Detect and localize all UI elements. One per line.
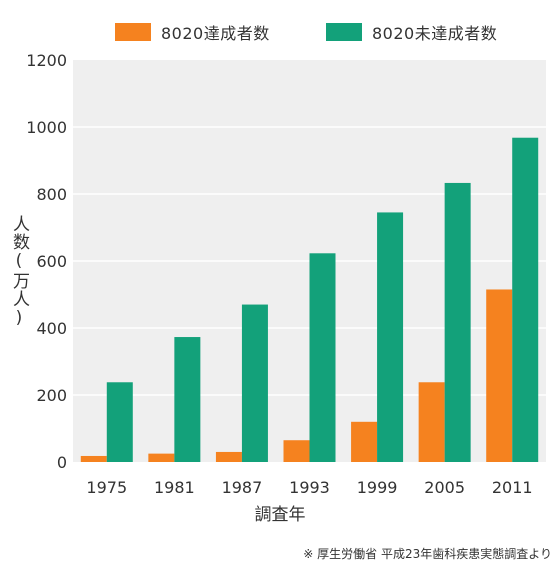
y-tick-label: 0	[57, 453, 67, 472]
x-tick-label: 1987	[222, 478, 263, 497]
x-axis-ticks: 1975 1981 1987 1993 1999 2005 2011	[86, 478, 532, 497]
y-axis-label: 人数(万人)	[9, 215, 29, 329]
legend-swatch-not-achieved	[326, 23, 362, 41]
y-tick-label: 1200	[26, 51, 67, 70]
bar-achieved	[351, 421, 378, 462]
bar-achieved	[215, 451, 242, 462]
y-axis-ticks: 0 200 400 600 800 1000 1200	[26, 51, 67, 472]
legend-label-not-achieved: 8020未達成者数	[372, 24, 498, 43]
y-tick-label: 200	[36, 386, 67, 405]
bar-achieved	[486, 289, 513, 462]
x-axis-label: 調査年	[254, 505, 306, 525]
x-tick-label: 1975	[86, 478, 127, 497]
y-tick-label: 1000	[26, 118, 67, 137]
bar-not-achieved	[106, 382, 133, 462]
legend-swatch-achieved	[115, 23, 151, 41]
bar-achieved	[418, 382, 445, 462]
x-tick-label: 2011	[492, 478, 533, 497]
bars	[80, 137, 539, 462]
bar-not-achieved	[309, 253, 336, 462]
x-tick-label: 1981	[154, 478, 195, 497]
source-note: ※ 厚生労働省 平成23年歯科疾患実態調査より	[303, 547, 552, 561]
legend-label-achieved: 8020達成者数	[161, 24, 270, 43]
x-tick-label: 1999	[357, 478, 398, 497]
bar-achieved	[80, 455, 107, 462]
bar-achieved	[148, 453, 175, 462]
legend-item-achieved: 8020達成者数	[115, 19, 270, 45]
bar-not-achieved	[444, 182, 471, 462]
bar-not-achieved	[377, 212, 404, 462]
bar-achieved	[283, 440, 310, 462]
y-tick-label: 800	[36, 185, 67, 204]
bar-not-achieved	[512, 137, 539, 462]
y-tick-label: 400	[36, 319, 67, 338]
y-tick-label: 600	[36, 252, 67, 271]
x-tick-label: 2005	[424, 478, 465, 497]
legend: 8020達成者数 8020未達成者数	[0, 19, 560, 45]
legend-item-not-achieved: 8020未達成者数	[326, 19, 497, 45]
x-tick-label: 1993	[289, 478, 330, 497]
bar-not-achieved	[174, 337, 201, 462]
bar-not-achieved	[241, 304, 268, 462]
